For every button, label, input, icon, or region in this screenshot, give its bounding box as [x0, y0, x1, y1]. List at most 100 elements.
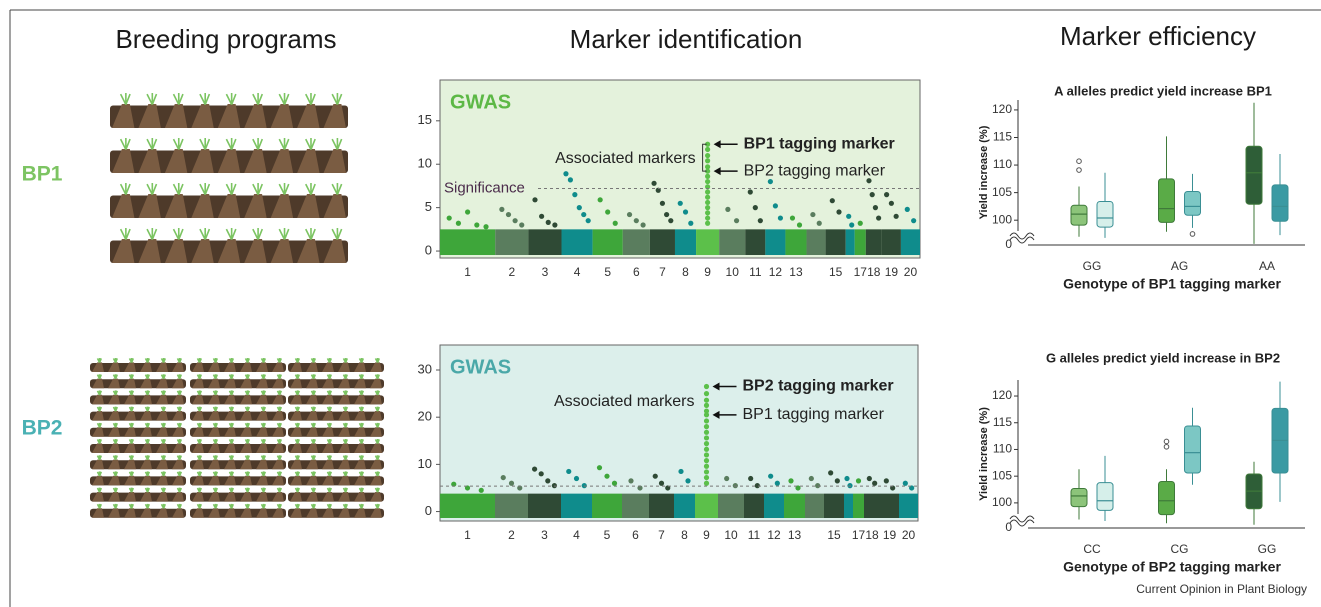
- sprout: [278, 439, 282, 444]
- marker-point: [905, 207, 910, 212]
- sprout: [376, 423, 380, 428]
- sprout: [198, 390, 202, 395]
- y-axis-label: Yield increase (%): [978, 125, 990, 219]
- x-tick-label: 11: [748, 528, 761, 542]
- y-tick-label: 115: [993, 415, 1012, 429]
- marker-point: [788, 478, 793, 483]
- marker-point: [704, 447, 709, 452]
- sprout: [146, 439, 150, 444]
- marker-point: [705, 210, 710, 215]
- marker-band: [440, 229, 495, 255]
- marker-point: [568, 177, 573, 182]
- soil: [288, 412, 384, 421]
- marker-point: [704, 452, 709, 457]
- sprout: [278, 471, 282, 476]
- sprout: [246, 455, 250, 460]
- x-tick-label: 20: [904, 265, 918, 279]
- box: [1159, 179, 1175, 223]
- sprout: [162, 390, 166, 395]
- sprout: [306, 138, 315, 150]
- marker-point: [817, 221, 822, 226]
- annotation-label: BP1 tagging marker: [743, 406, 885, 423]
- x-tick-label: 2: [508, 265, 515, 279]
- marker-point: [577, 205, 582, 210]
- x-tick-label: 18: [865, 528, 879, 542]
- sprout: [328, 390, 332, 395]
- sprout: [312, 504, 316, 509]
- sprout: [296, 423, 300, 428]
- x-tick-label: AA: [1259, 259, 1275, 273]
- sprout: [360, 390, 364, 395]
- sprout: [376, 374, 380, 379]
- sprout: [146, 407, 150, 412]
- soil: [288, 379, 384, 388]
- x-tick-label: 8: [681, 528, 688, 542]
- marker-point: [506, 212, 511, 217]
- sprout: [198, 358, 202, 363]
- box: [1097, 483, 1113, 511]
- sprout: [198, 407, 202, 412]
- sprout: [253, 183, 262, 195]
- y-tick-label: 0: [425, 503, 432, 518]
- sprout: [328, 455, 332, 460]
- sprout: [214, 358, 218, 363]
- sprout: [246, 423, 250, 428]
- marker-point: [704, 435, 709, 440]
- soil: [90, 460, 186, 469]
- x-axis-label: Genotype of BP1 tagging marker: [1063, 276, 1281, 292]
- sprout: [200, 183, 209, 195]
- soil: [90, 395, 186, 404]
- marker-point: [705, 153, 710, 158]
- sprout: [146, 455, 150, 460]
- sprout: [178, 374, 182, 379]
- marker-point: [830, 198, 835, 203]
- sprout: [262, 358, 266, 363]
- marker-band: [744, 494, 764, 518]
- outlier: [1077, 159, 1082, 164]
- marker-point: [552, 222, 557, 227]
- marker-point: [659, 481, 664, 486]
- marker-point: [872, 481, 877, 486]
- sprout: [147, 228, 156, 240]
- marker-point: [499, 207, 504, 212]
- marker-band: [855, 229, 866, 255]
- y-tick-label: 10: [418, 456, 432, 471]
- sprout: [328, 374, 332, 379]
- plot-title: GWAS: [450, 356, 511, 378]
- x-tick-label: 3: [542, 265, 549, 279]
- sprout: [114, 488, 118, 493]
- marker-point: [501, 475, 506, 480]
- sprout: [98, 358, 102, 363]
- marker-band: [866, 229, 882, 255]
- sprout: [114, 374, 118, 379]
- soil: [288, 428, 384, 437]
- marker-point: [790, 215, 795, 220]
- y-tick-label: 110: [993, 442, 1012, 456]
- sprout: [130, 471, 134, 476]
- marker-point: [581, 212, 586, 217]
- marker-point: [773, 203, 778, 208]
- soil: [90, 379, 186, 388]
- sprout: [98, 374, 102, 379]
- marker-point: [704, 481, 709, 486]
- sprout: [162, 374, 166, 379]
- group-label: Associated markers: [554, 393, 695, 410]
- sprout: [262, 423, 266, 428]
- sprout: [230, 488, 234, 493]
- sprout: [376, 390, 380, 395]
- sprout: [214, 471, 218, 476]
- sprout: [278, 504, 282, 509]
- marker-band: [824, 494, 844, 518]
- sprout: [178, 504, 182, 509]
- sprout: [121, 138, 130, 150]
- sprout: [130, 423, 134, 428]
- marker-point: [704, 391, 709, 396]
- marker-point: [640, 222, 645, 227]
- marker-point: [758, 218, 763, 223]
- marker-band: [807, 229, 826, 255]
- marker-band: [562, 229, 593, 255]
- marker-point: [836, 209, 841, 214]
- marker-point: [876, 215, 881, 220]
- annotation-label: BP2 tagging marker: [743, 378, 894, 395]
- marker-point: [753, 205, 758, 210]
